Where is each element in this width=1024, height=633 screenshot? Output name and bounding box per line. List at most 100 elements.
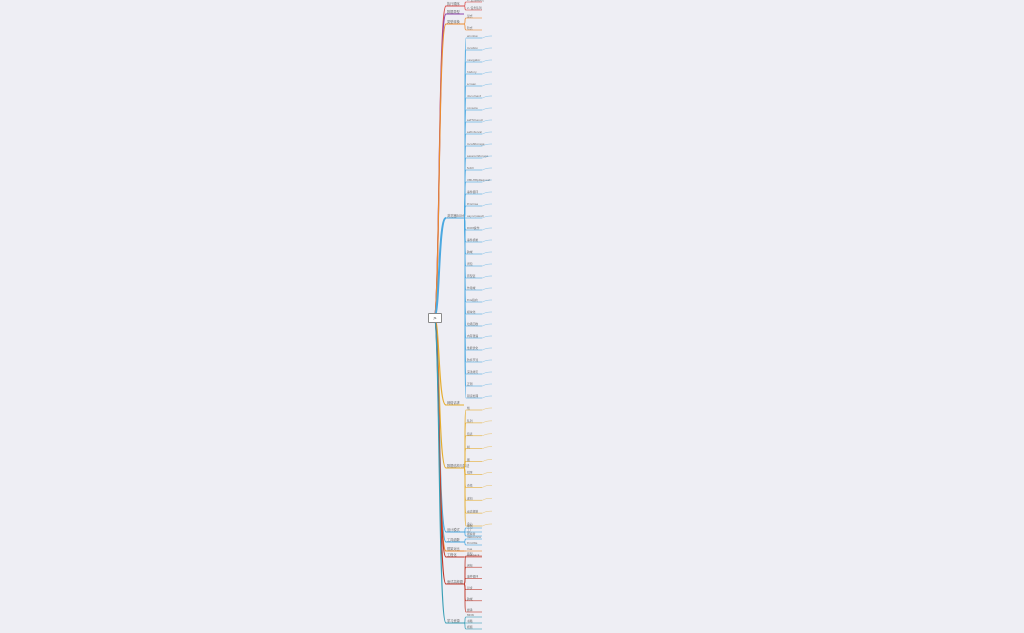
leaf-connector bbox=[481, 47, 493, 51]
child-label[interactable]: 树 bbox=[467, 445, 470, 449]
child-label[interactable]: 模块化 bbox=[467, 310, 476, 314]
child-label[interactable]: 隐式 bbox=[467, 26, 473, 30]
child-label[interactable]: window bbox=[467, 34, 478, 38]
branch-label[interactable]: 数据类型 bbox=[447, 9, 461, 14]
branch-label[interactable]: 数据结构与算法 bbox=[447, 463, 469, 468]
branch-label[interactable]: 框架对比 bbox=[447, 546, 460, 551]
child-label[interactable]: 性能优化 bbox=[467, 346, 478, 350]
child-label[interactable]: this指向 bbox=[467, 298, 478, 302]
root-node[interactable]: JS bbox=[428, 313, 442, 323]
branch-label[interactable]: 网络请求 bbox=[447, 400, 461, 405]
child-label[interactable]: 链表 bbox=[467, 432, 473, 436]
child-label[interactable]: 单例 bbox=[467, 524, 473, 528]
child-label[interactable]: 内存泄漏 bbox=[467, 334, 478, 338]
leaf-connector bbox=[481, 383, 493, 387]
child-label[interactable]: 视频 bbox=[467, 625, 473, 629]
child-label[interactable]: 原型 bbox=[467, 552, 473, 556]
child-label[interactable]: 查找 bbox=[467, 484, 473, 488]
child-label[interactable]: fetch bbox=[467, 166, 474, 170]
child-label[interactable]: 异步 bbox=[467, 586, 473, 590]
child-label[interactable]: debounce bbox=[467, 535, 481, 539]
branch-label[interactable]: 执行顺序 bbox=[447, 1, 461, 6]
child-label[interactable]: setInterval bbox=[467, 130, 482, 134]
branch-label[interactable]: 设计模式 bbox=[447, 527, 461, 532]
child-connector bbox=[463, 616, 467, 624]
child-label[interactable]: MDN bbox=[467, 613, 474, 617]
child-label[interactable]: 贪心 bbox=[467, 522, 473, 526]
leaf-connector bbox=[481, 107, 493, 111]
child-label[interactable]: 事件机制 bbox=[467, 238, 478, 242]
child-label[interactable]: localStorage bbox=[467, 142, 485, 146]
leaf-connector bbox=[481, 335, 493, 339]
child-label[interactable]: XMLHttpRequest bbox=[467, 178, 491, 182]
child-label[interactable]: screen bbox=[467, 82, 477, 86]
leaf-connector bbox=[481, 263, 493, 267]
leaf-connector bbox=[481, 131, 493, 135]
leaf-connector bbox=[481, 95, 493, 99]
child-label[interactable]: 错误处理 bbox=[467, 394, 478, 398]
child-label[interactable]: 2. 任务队列 bbox=[467, 6, 482, 10]
child-label[interactable]: 跨域 bbox=[467, 597, 473, 601]
child-label[interactable]: 观察者 bbox=[467, 532, 476, 536]
child-label[interactable]: 工厂 bbox=[467, 528, 473, 532]
child-label[interactable]: 跨域 bbox=[467, 250, 473, 254]
child-label[interactable]: throttle bbox=[467, 541, 478, 545]
child-label[interactable]: 递归 bbox=[467, 496, 473, 500]
leaf-connector bbox=[481, 371, 493, 375]
child-label[interactable]: Promise bbox=[467, 202, 478, 206]
leaf-connector bbox=[481, 239, 493, 243]
child-label[interactable]: 作用域 bbox=[467, 286, 476, 290]
child-label[interactable]: 原型链 bbox=[467, 274, 476, 278]
child-label[interactable]: 事件循环 bbox=[467, 575, 478, 579]
child-label[interactable]: 正则 bbox=[467, 382, 473, 386]
child-label[interactable]: 队列 bbox=[467, 419, 473, 423]
child-label[interactable]: 1. 主线程执行 bbox=[467, 0, 485, 2]
leaf-connector bbox=[481, 485, 493, 488]
branch-connector bbox=[433, 23, 447, 318]
child-label[interactable]: 闭包 bbox=[467, 563, 473, 567]
child-label[interactable]: location bbox=[467, 46, 478, 50]
child-label[interactable]: 深浅拷贝 bbox=[467, 370, 478, 374]
child-label[interactable]: async/await bbox=[467, 214, 485, 218]
branch-label[interactable]: 面试高频题 bbox=[447, 579, 464, 584]
child-connector bbox=[463, 583, 467, 613]
branch-connector bbox=[433, 316, 447, 624]
child-label[interactable]: 闭包 bbox=[467, 262, 473, 266]
child-connector bbox=[463, 23, 467, 31]
child-label[interactable]: 动态规划 bbox=[467, 509, 478, 513]
child-label[interactable]: Vue bbox=[467, 547, 472, 551]
child-label[interactable]: 防抖节流 bbox=[467, 358, 478, 362]
branch-label[interactable]: 学习资源 bbox=[447, 618, 461, 623]
child-label[interactable]: document bbox=[467, 94, 482, 98]
child-connector bbox=[463, 527, 467, 533]
child-connector bbox=[463, 622, 467, 630]
leaf-connector bbox=[481, 510, 493, 514]
branch-label[interactable]: 类型转换 bbox=[447, 19, 461, 24]
child-label[interactable]: 事件循环 bbox=[467, 190, 478, 194]
leaf-connector bbox=[481, 83, 493, 87]
child-connector bbox=[463, 541, 467, 546]
child-connector bbox=[463, 1, 467, 7]
leaf-connector bbox=[481, 472, 493, 475]
branch-label[interactable]: 浏览器BOM bbox=[447, 213, 464, 218]
leaf-connector bbox=[481, 35, 493, 39]
child-label[interactable]: 栈 bbox=[467, 406, 470, 410]
child-label[interactable]: console bbox=[467, 106, 478, 110]
branch-label[interactable]: 工程化 bbox=[447, 552, 457, 557]
branch-label[interactable]: 工具函数 bbox=[447, 537, 461, 542]
leaf-connector bbox=[481, 287, 493, 291]
child-label[interactable]: webpack bbox=[467, 553, 480, 557]
leaf-connector bbox=[481, 446, 493, 449]
child-label[interactable]: setTimeout bbox=[467, 118, 484, 122]
child-label[interactable]: history bbox=[467, 70, 477, 74]
child-label[interactable]: 排序 bbox=[467, 471, 473, 475]
child-label[interactable]: 垃圾回收 bbox=[467, 322, 478, 326]
child-label[interactable]: DOM操作 bbox=[467, 226, 480, 230]
child-label[interactable]: 继承 bbox=[467, 608, 473, 612]
child-label[interactable]: navigator bbox=[467, 58, 481, 62]
child-label[interactable]: 书籍 bbox=[467, 619, 473, 623]
child-label[interactable]: 显式 bbox=[467, 14, 473, 18]
child-label[interactable]: 图 bbox=[467, 458, 470, 462]
child-label[interactable]: sessionStorage bbox=[467, 154, 489, 158]
